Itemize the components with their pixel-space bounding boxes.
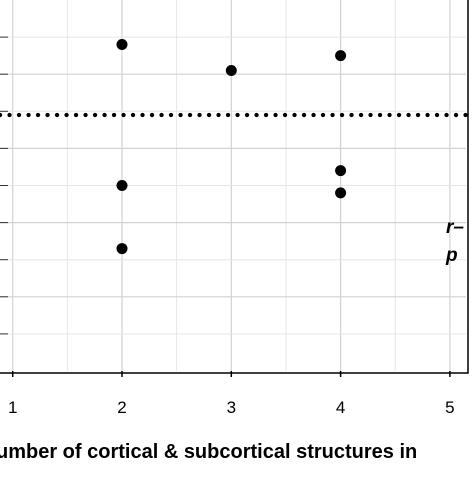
data-point — [335, 50, 347, 62]
data-point — [225, 64, 237, 76]
x-axis-label: umber of cortical & subcortical structur… — [0, 441, 417, 463]
data-point — [116, 243, 128, 255]
data-point — [116, 180, 128, 191]
x-tick-label: 1 — [8, 398, 17, 417]
x-tick-label: 5 — [445, 398, 454, 417]
data-point — [116, 39, 128, 51]
points-layer — [116, 39, 347, 255]
data-point — [335, 187, 347, 199]
data-point — [335, 165, 347, 177]
x-tick-label: 2 — [117, 398, 126, 417]
x-tick-labels: 1 2 3 4 5 — [8, 371, 455, 417]
plot-border — [0, 0, 469, 374]
x-tick-label: 3 — [227, 398, 236, 417]
annotation-r: r– — [446, 217, 464, 238]
x-tick-label: 4 — [336, 398, 345, 417]
annotation-p: p — [445, 245, 458, 266]
